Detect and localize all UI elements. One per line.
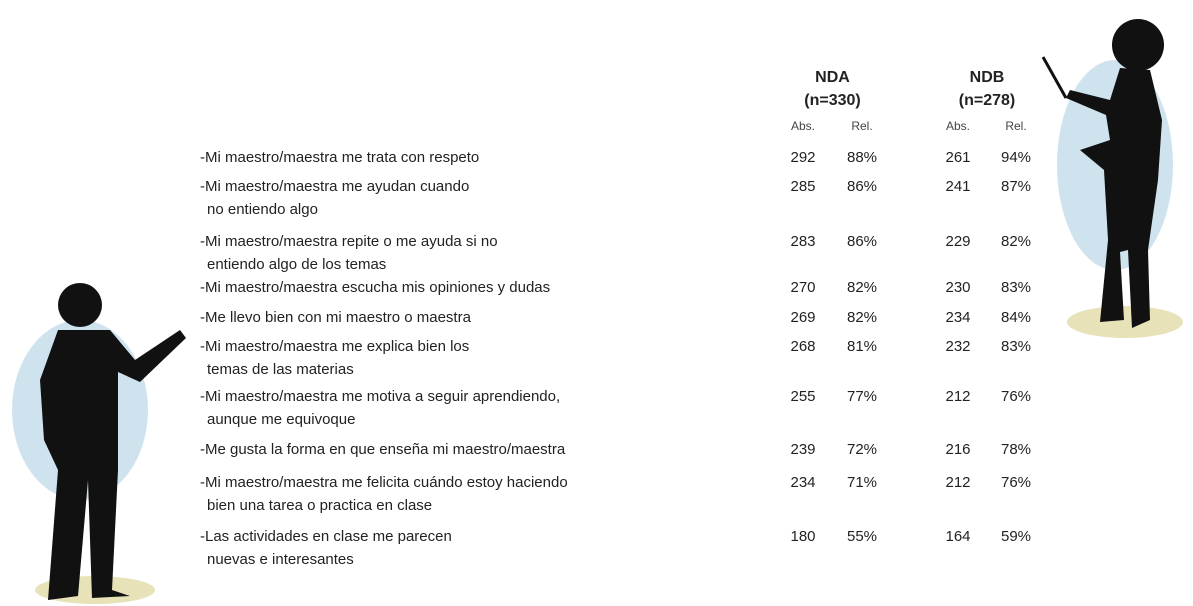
right-figure — [1043, 19, 1183, 338]
column-header: Rel. — [851, 119, 872, 133]
cell: 82% — [847, 279, 877, 296]
cell: 230 — [945, 279, 970, 296]
row-label: entiendo algo de los temas — [207, 256, 386, 273]
cell: 76% — [1001, 474, 1031, 491]
column-header: Abs. — [791, 119, 815, 133]
row-label: -Mi maestro/maestra me felicita cuándo e… — [200, 474, 568, 491]
row-label: -Mi maestro/maestra repite o me ayuda si… — [200, 233, 498, 250]
cell: 55% — [847, 528, 877, 545]
cell: 86% — [847, 233, 877, 250]
group-n: (n=330) — [804, 92, 860, 109]
cell: 216 — [945, 441, 970, 458]
cell: 88% — [847, 149, 877, 166]
cell: 86% — [847, 178, 877, 195]
row-label: -Mi maestro/maestra me ayudan cuando — [200, 178, 469, 195]
cell: 270 — [790, 279, 815, 296]
cell: 71% — [847, 474, 877, 491]
left-figure — [12, 283, 186, 604]
cell: 164 — [945, 528, 970, 545]
row-label: -Me llevo bien con mi maestro o maestra — [200, 309, 472, 326]
cell: 77% — [847, 388, 877, 405]
cell: 241 — [945, 178, 970, 195]
column-header: Rel. — [1005, 119, 1026, 133]
cell: 78% — [1001, 441, 1031, 458]
group-name: NDA — [815, 69, 850, 86]
row-label: temas de las materias — [207, 361, 354, 378]
cell: 212 — [945, 388, 970, 405]
row-label: -Mi maestro/maestra me trata con respeto — [200, 149, 479, 166]
infographic: NDA (n=330) Abs. Rel. NDB (n=278) Abs. Rel. -Mi … — [0, 0, 1193, 606]
column-header: Abs. — [946, 119, 970, 133]
cell: 255 — [790, 388, 815, 405]
cell: 283 — [790, 233, 815, 250]
row-label: -Mi maestro/maestra me explica bien los — [200, 338, 469, 355]
row-label: -Me gusta la forma en que enseña mi maes… — [200, 441, 566, 458]
cell: 292 — [790, 149, 815, 166]
group-name: NDB — [970, 69, 1005, 86]
cell: 269 — [790, 309, 815, 326]
row-label: bien una tarea o practica en clase — [207, 497, 432, 514]
cell: 82% — [847, 309, 877, 326]
row-label: -Mi maestro/maestra me motiva a seguir a… — [200, 388, 560, 405]
cell: 239 — [790, 441, 815, 458]
cell: 234 — [790, 474, 815, 491]
cell: 72% — [847, 441, 877, 458]
cell: 83% — [1001, 279, 1031, 296]
cell: 87% — [1001, 178, 1031, 195]
group-n: (n=278) — [959, 92, 1015, 109]
cell: 81% — [847, 338, 877, 355]
cell: 76% — [1001, 388, 1031, 405]
cell: 229 — [945, 233, 970, 250]
cell: 84% — [1001, 309, 1031, 326]
cell: 83% — [1001, 338, 1031, 355]
row-label: -Las actividades en clase me parecen — [200, 528, 452, 545]
cell: 59% — [1001, 528, 1031, 545]
row-label: aunque me equivoque — [207, 411, 355, 428]
cell: 234 — [945, 309, 970, 326]
cell: 232 — [945, 338, 970, 355]
cell: 285 — [790, 178, 815, 195]
cell: 82% — [1001, 233, 1031, 250]
cell: 261 — [945, 149, 970, 166]
cell: 268 — [790, 338, 815, 355]
row-label: no entiendo algo — [207, 201, 318, 218]
cell: 180 — [790, 528, 815, 545]
page: NDA (n=330) Abs. Rel. NDB (n=278) Abs. Rel. -Mi … — [0, 0, 1193, 606]
row-label: nuevas e interesantes — [207, 551, 354, 568]
row-label: -Mi maestro/maestra escucha mis opinione… — [200, 279, 550, 296]
cell: 94% — [1001, 149, 1031, 166]
cell: 212 — [945, 474, 970, 491]
